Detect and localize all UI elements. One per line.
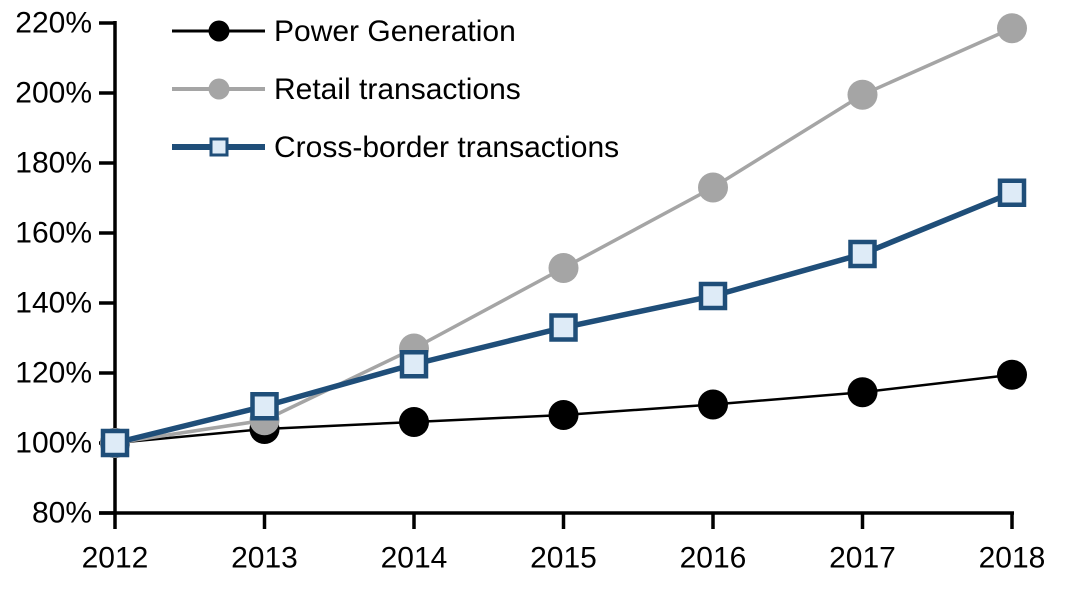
legend-label-cross-border-transactions: Cross-border transactions	[274, 130, 620, 164]
data-point-power-generation-2015	[548, 400, 579, 430]
data-point-retail-transactions-2018	[997, 13, 1027, 44]
legend-line-sample-power-generation	[172, 11, 265, 51]
axes: 80% 100% 120% 140% 160% 180% 200% 220% 2012 2013 2…	[15, 7, 1045, 575]
circle-marker-icon	[208, 20, 229, 42]
data-point-power-generation-2016	[698, 389, 728, 420]
series-cross-border-transactions	[100, 178, 1027, 458]
y-axis-label: 180%	[15, 147, 92, 180]
legend-item-cross-border-transactions: Cross-border transactions	[172, 118, 619, 176]
y-axis-label: 200%	[15, 77, 92, 110]
series-power-generation	[100, 359, 1027, 458]
y-axis-label: 160%	[15, 217, 92, 250]
y-axis-label: 140%	[15, 287, 92, 320]
y-axis-label: 80%	[32, 497, 92, 530]
square-marker-icon	[209, 137, 228, 157]
x-axis-label: 2016	[680, 542, 747, 575]
y-axis-label: 100%	[15, 427, 92, 460]
data-point-retail-transactions-2017	[847, 79, 878, 110]
data-point-power-generation-2014	[399, 407, 429, 437]
x-axis-label: 2014	[381, 542, 448, 575]
circle-marker-icon	[208, 78, 229, 100]
data-point-retail-transactions-2015	[548, 253, 579, 283]
legend-line-sample-retail-transactions	[172, 69, 265, 109]
data-point-cross-border-transactions-2018	[997, 178, 1027, 207]
data-point-power-generation-2018	[997, 359, 1027, 390]
data-point-power-generation-2017	[847, 377, 878, 408]
legend: Power Generation Retail transactions Cro…	[172, 2, 619, 176]
x-axis-label: 2018	[979, 542, 1046, 575]
x-axis-label: 2013	[231, 542, 298, 575]
x-axis-label: 2015	[530, 542, 597, 575]
data-point-cross-border-transactions-2014	[399, 350, 429, 379]
x-axis-label: 2012	[82, 542, 149, 575]
legend-line-sample-cross-border-transactions	[172, 127, 265, 167]
data-point-cross-border-transactions-2015	[549, 313, 578, 342]
x-axis-label: 2017	[829, 542, 896, 575]
data-point-cross-border-transactions-2016	[698, 281, 728, 311]
legend-label-power-generation: Power Generation	[274, 14, 516, 48]
legend-item-retail-transactions: Retail transactions	[172, 60, 619, 118]
legend-label-retail-transactions: Retail transactions	[274, 72, 521, 106]
data-point-cross-border-transactions-2017	[848, 239, 877, 269]
data-point-retail-transactions-2016	[698, 172, 728, 203]
legend-item-power-generation: Power Generation	[172, 2, 619, 60]
y-axis-label: 120%	[15, 357, 92, 390]
data-point-cross-border-transactions-2012	[100, 428, 130, 458]
y-axis-label: 220%	[15, 7, 92, 40]
data-point-cross-border-transactions-2013	[250, 392, 279, 421]
